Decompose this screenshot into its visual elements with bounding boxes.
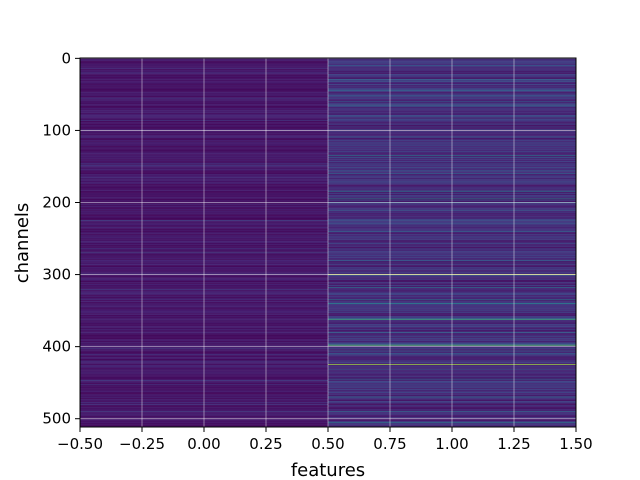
x-tick-label: 1.25 [497, 435, 530, 453]
x-tick-label: 1.50 [559, 435, 592, 453]
x-axis-label: features [291, 460, 365, 480]
y-axis-label: channels [12, 203, 33, 284]
x-tick-label: 0.50 [311, 435, 344, 453]
x-axis-ticks: −0.50 −0.25 0.00 0.25 0.50 0.75 1.00 1.25 1.50 [57, 427, 593, 453]
x-tick-label: 0.25 [249, 435, 282, 453]
x-tick-label: 0.00 [187, 435, 220, 453]
y-tick-label: 300 [42, 266, 71, 284]
x-tick-label: −0.50 [57, 435, 103, 453]
y-axis-ticks: 0 100 200 300 400 500 [42, 49, 80, 428]
y-tick-label: 200 [42, 194, 71, 212]
x-tick-label: 0.75 [373, 435, 406, 453]
y-tick-label: 500 [42, 410, 71, 428]
x-tick-label: 1.00 [435, 435, 468, 453]
x-tick-label: −0.25 [119, 435, 165, 453]
y-tick-label: 0 [61, 49, 71, 67]
y-tick-label: 100 [42, 121, 71, 139]
y-tick-label: 400 [42, 338, 71, 356]
